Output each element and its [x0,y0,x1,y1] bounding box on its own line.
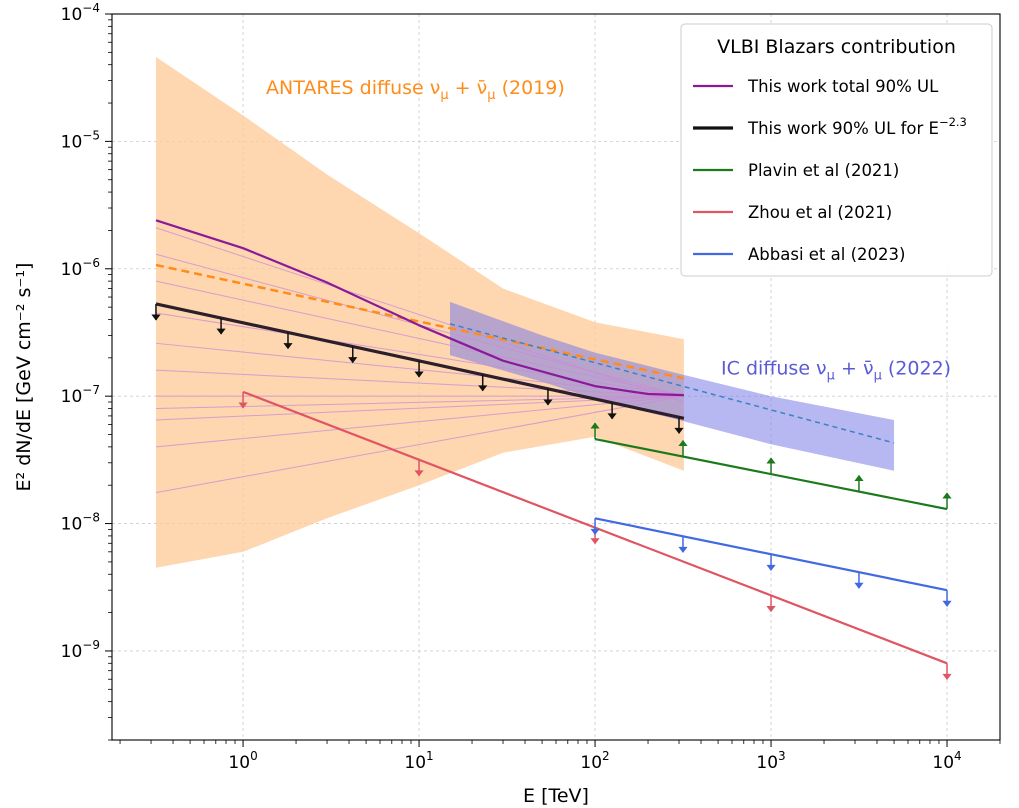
y-tick-label: 10−8 [61,511,100,535]
ic-diffuse-2022-line [449,323,895,444]
fan-line [155,395,684,448]
legend-entry-this-work-90-ul-for-e: This work 90% UL for E−2.3 [693,115,967,138]
legend-entry-this-work-total-90-ul: This work total 90% UL [693,77,939,96]
legend-label: Plavin et al (2021) [748,161,899,180]
x-tick-label: 101 [404,749,433,773]
plavin-et-al-2021-line [594,438,948,511]
y-tick-label: 10−5 [61,128,100,152]
this-work-90-ul-for-e-2-3-arrow [543,388,553,406]
this-work-total-90-ul-line [155,219,684,397]
y-axis-label: E² dN/dE [GeV cm⁻² s⁻¹] [13,263,35,492]
this-work-90-ul-for-e-2-3-arrow [607,402,617,420]
legend-entry-abbasi-et-al-2023: Abbasi et al (2023) [693,245,905,264]
y-tick-label: 10−6 [61,256,100,280]
x-tick-label: 103 [756,749,785,773]
y-tick-label: 10−9 [61,638,100,662]
y-tick-label: 10−4 [61,1,100,25]
plavin-et-al-2021-arrow [590,422,600,440]
zhou-et-al-2021-arrow [414,459,424,477]
legend-label: This work 90% UL for E−2.3 [747,115,967,138]
uncertainty-bands [156,57,894,568]
x-axis-label: E [TeV] [523,785,589,807]
fan-line [155,280,685,397]
y-tick-label: 10−7 [61,383,100,407]
this-work-90-ul-for-e-2-3-arrow [478,374,488,392]
x-tick-label: 100 [228,749,257,773]
abbasi-et-al-2023-arrow [854,572,864,589]
plavin-et-al-2021-arrow [854,474,864,492]
this-work-90-ul-for-e-2-3-arrow [674,417,684,434]
this-work-90-ul-for-e-2-3-arrow [283,332,293,350]
legend-entry-plavin-et-al-2021: Plavin et al (2021) [693,161,899,180]
abbasi-et-al-2023-arrow [942,590,952,607]
fan-line [155,312,685,397]
x-tick-label: 102 [580,749,609,773]
zhou-et-al-2021-arrow [238,391,248,409]
this-work-90-ul-for-e-2-3-arrow [216,318,226,335]
legend-label: Zhou et al (2021) [748,203,892,222]
fan-line [155,395,685,494]
legend-entry-zhou-et-al-2021: Zhou et al (2021) [693,203,892,222]
ic-diffuse-band [450,301,894,471]
legend-title: VLBI Blazars contribution [717,36,956,58]
zhou-et-al-2021-arrow [942,663,952,680]
fan-line [155,369,684,397]
ic-annotation: IC diffuse νμ + ν̄μ (2022) [721,357,951,383]
abbasi-et-al-2023-arrow [590,518,600,535]
this-work-90-ul-for-e-2-3-arrow [151,303,161,321]
abbasi-et-al-2023-arrow [766,554,776,571]
zhou-et-al-2021-arrow [766,595,776,613]
axes: 100 101 102 103 104 10−9 10−8 10−7 10−6 10−5 10−4 E… [13,1,1001,807]
antares-annotation: ANTARES diffuse νμ + ν̄μ (2019) [266,77,565,103]
fan-line [155,342,684,397]
this-work-90-ul-for-e-2-3-line [155,302,685,420]
annotations: ANTARES diffuse νμ + ν̄μ (2019) IC diffus… [266,77,951,383]
legend: VLBI Blazars contribution This work total… [680,23,993,277]
antares-diffuse-band [156,57,684,568]
x-tick-label: 104 [932,749,961,773]
legend-label: This work total 90% UL [747,77,939,96]
plavin-et-al-2021-arrow [678,439,688,457]
plavin-et-al-2021-arrow [942,492,952,510]
this-work-90-ul-for-e-2-3-arrow [414,360,424,378]
plavin-et-al-2021-arrow [766,457,776,475]
this-work-90-ul-for-e-2-3-arrow [348,346,358,364]
legend-label: Abbasi et al (2023) [748,245,905,264]
antares-diffuse-2019-line [155,263,685,380]
legend-box [680,23,993,277]
abbasi-et-al-2023-arrow [678,536,688,553]
upper-limit-arrows [151,303,952,680]
